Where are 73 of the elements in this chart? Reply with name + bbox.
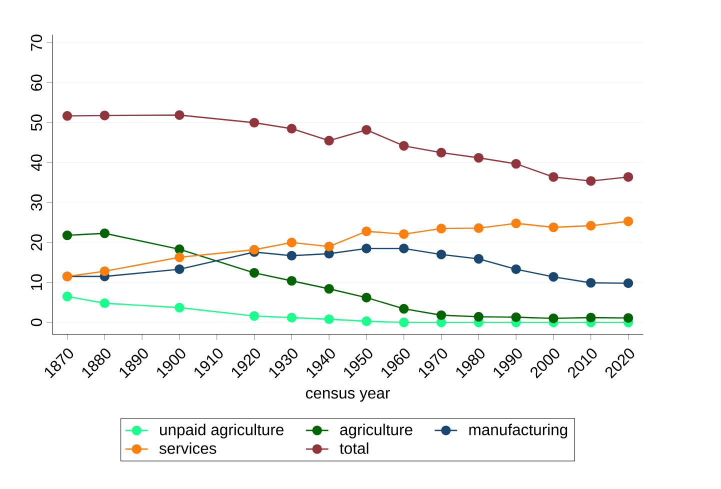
- point: [249, 268, 260, 278]
- y-tick-label: 20: [30, 234, 42, 250]
- point: [586, 278, 596, 288]
- point: [362, 316, 372, 326]
- y-tick-label: 40: [30, 154, 42, 171]
- point: [511, 312, 521, 322]
- point: [399, 229, 409, 239]
- point: [548, 222, 558, 232]
- point: [174, 302, 184, 312]
- y-tick-label: 60: [30, 74, 42, 91]
- point: [474, 254, 484, 264]
- point: [286, 250, 297, 260]
- point: [324, 314, 334, 324]
- x-axis-title: census year: [306, 390, 390, 402]
- point: [586, 312, 596, 322]
- point: [399, 140, 409, 151]
- legend-label: services: [159, 442, 216, 454]
- point: [548, 272, 558, 282]
- legend-label: total: [340, 442, 368, 454]
- point: [174, 252, 184, 262]
- point: [436, 148, 446, 158]
- point: [474, 152, 484, 162]
- point: [249, 118, 260, 128]
- point: [623, 278, 634, 288]
- point: [623, 172, 634, 182]
- y-tick-label: 70: [30, 34, 42, 51]
- point: [174, 264, 184, 274]
- point: [286, 237, 297, 248]
- point: [623, 312, 634, 323]
- point: [286, 276, 297, 286]
- point: [548, 313, 558, 324]
- point: [100, 228, 110, 238]
- point: [174, 244, 184, 254]
- point: [100, 110, 110, 120]
- point: [324, 284, 334, 294]
- point: [436, 223, 446, 234]
- point: [399, 243, 409, 254]
- point: [511, 218, 521, 228]
- point: [249, 310, 260, 321]
- point: [623, 216, 634, 226]
- legend-label: unpaid agriculture: [160, 424, 284, 438]
- point: [586, 176, 596, 186]
- point: [436, 310, 446, 320]
- point: [324, 136, 334, 146]
- point: [362, 226, 372, 236]
- point: [100, 298, 110, 308]
- point: [436, 249, 446, 260]
- point: [362, 292, 372, 302]
- point: [249, 244, 260, 254]
- point: [62, 110, 72, 121]
- point: [362, 243, 372, 254]
- point: [62, 291, 72, 302]
- point: [100, 266, 110, 276]
- y-tick-label: 50: [30, 114, 42, 131]
- point: [324, 241, 334, 252]
- point: [474, 312, 484, 322]
- point: [399, 317, 409, 328]
- point: [62, 230, 72, 240]
- point: [511, 158, 521, 168]
- y-tick-label: 0: [30, 318, 42, 326]
- point: [399, 304, 409, 314]
- point: [174, 110, 184, 120]
- point: [286, 124, 297, 134]
- point: [511, 264, 521, 274]
- point: [474, 223, 484, 233]
- legend-label: agriculture: [340, 424, 412, 438]
- point: [548, 172, 558, 182]
- y-tick-label: 10: [30, 274, 42, 290]
- point: [586, 220, 596, 230]
- point: [286, 312, 297, 322]
- point: [362, 124, 372, 135]
- legend-label: manufacturing: [469, 424, 568, 438]
- y-tick-label: 30: [30, 194, 42, 211]
